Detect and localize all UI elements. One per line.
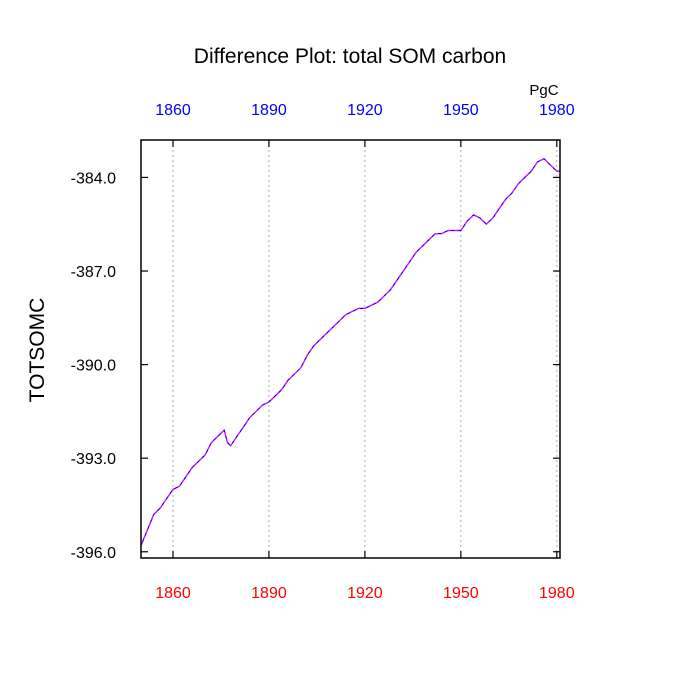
x-tick-label-bottom: 1950 (443, 585, 479, 602)
plot-frame (140, 139, 561, 559)
y-tick-label: -384.0 (71, 170, 116, 187)
x-ticks-top: 1860 1890 1920 1950 1980 (155, 102, 575, 147)
x-tick-label-top: 1920 (347, 102, 383, 119)
axes-layer (140, 139, 561, 559)
x-tick-label-top: 1860 (155, 102, 191, 119)
chart-title: Difference Plot: total SOM carbon (194, 45, 506, 68)
y-tick-label: -396.0 (71, 545, 116, 562)
series-line-a (140, 157, 560, 546)
y-tick-label: -390.0 (71, 358, 116, 375)
x-tick-label-top: 1980 (539, 102, 575, 119)
series-layer (140, 157, 560, 546)
y-axis-label: TOTSOMC (26, 298, 49, 403)
x-tick-label-bottom: 1980 (539, 585, 575, 602)
x-tick-label-top: 1890 (251, 102, 287, 119)
x-tick-label-bottom: 1920 (347, 585, 383, 602)
y-tick-label: -387.0 (71, 264, 116, 281)
y-tick-label: -393.0 (71, 451, 116, 468)
x-tick-label-bottom: 1890 (251, 585, 287, 602)
x-tick-label-top: 1950 (443, 102, 479, 119)
series-line-b (140, 157, 560, 546)
grid-layer (172, 140, 558, 558)
x-tick-label-bottom: 1860 (155, 585, 191, 602)
x-ticks-bottom: 1860 1890 1920 1950 1980 (155, 551, 575, 602)
units-label: PgC (529, 82, 558, 99)
y-ticks: -384.0 -387.0 -390.0 -393.0 -396.0 (71, 170, 560, 562)
